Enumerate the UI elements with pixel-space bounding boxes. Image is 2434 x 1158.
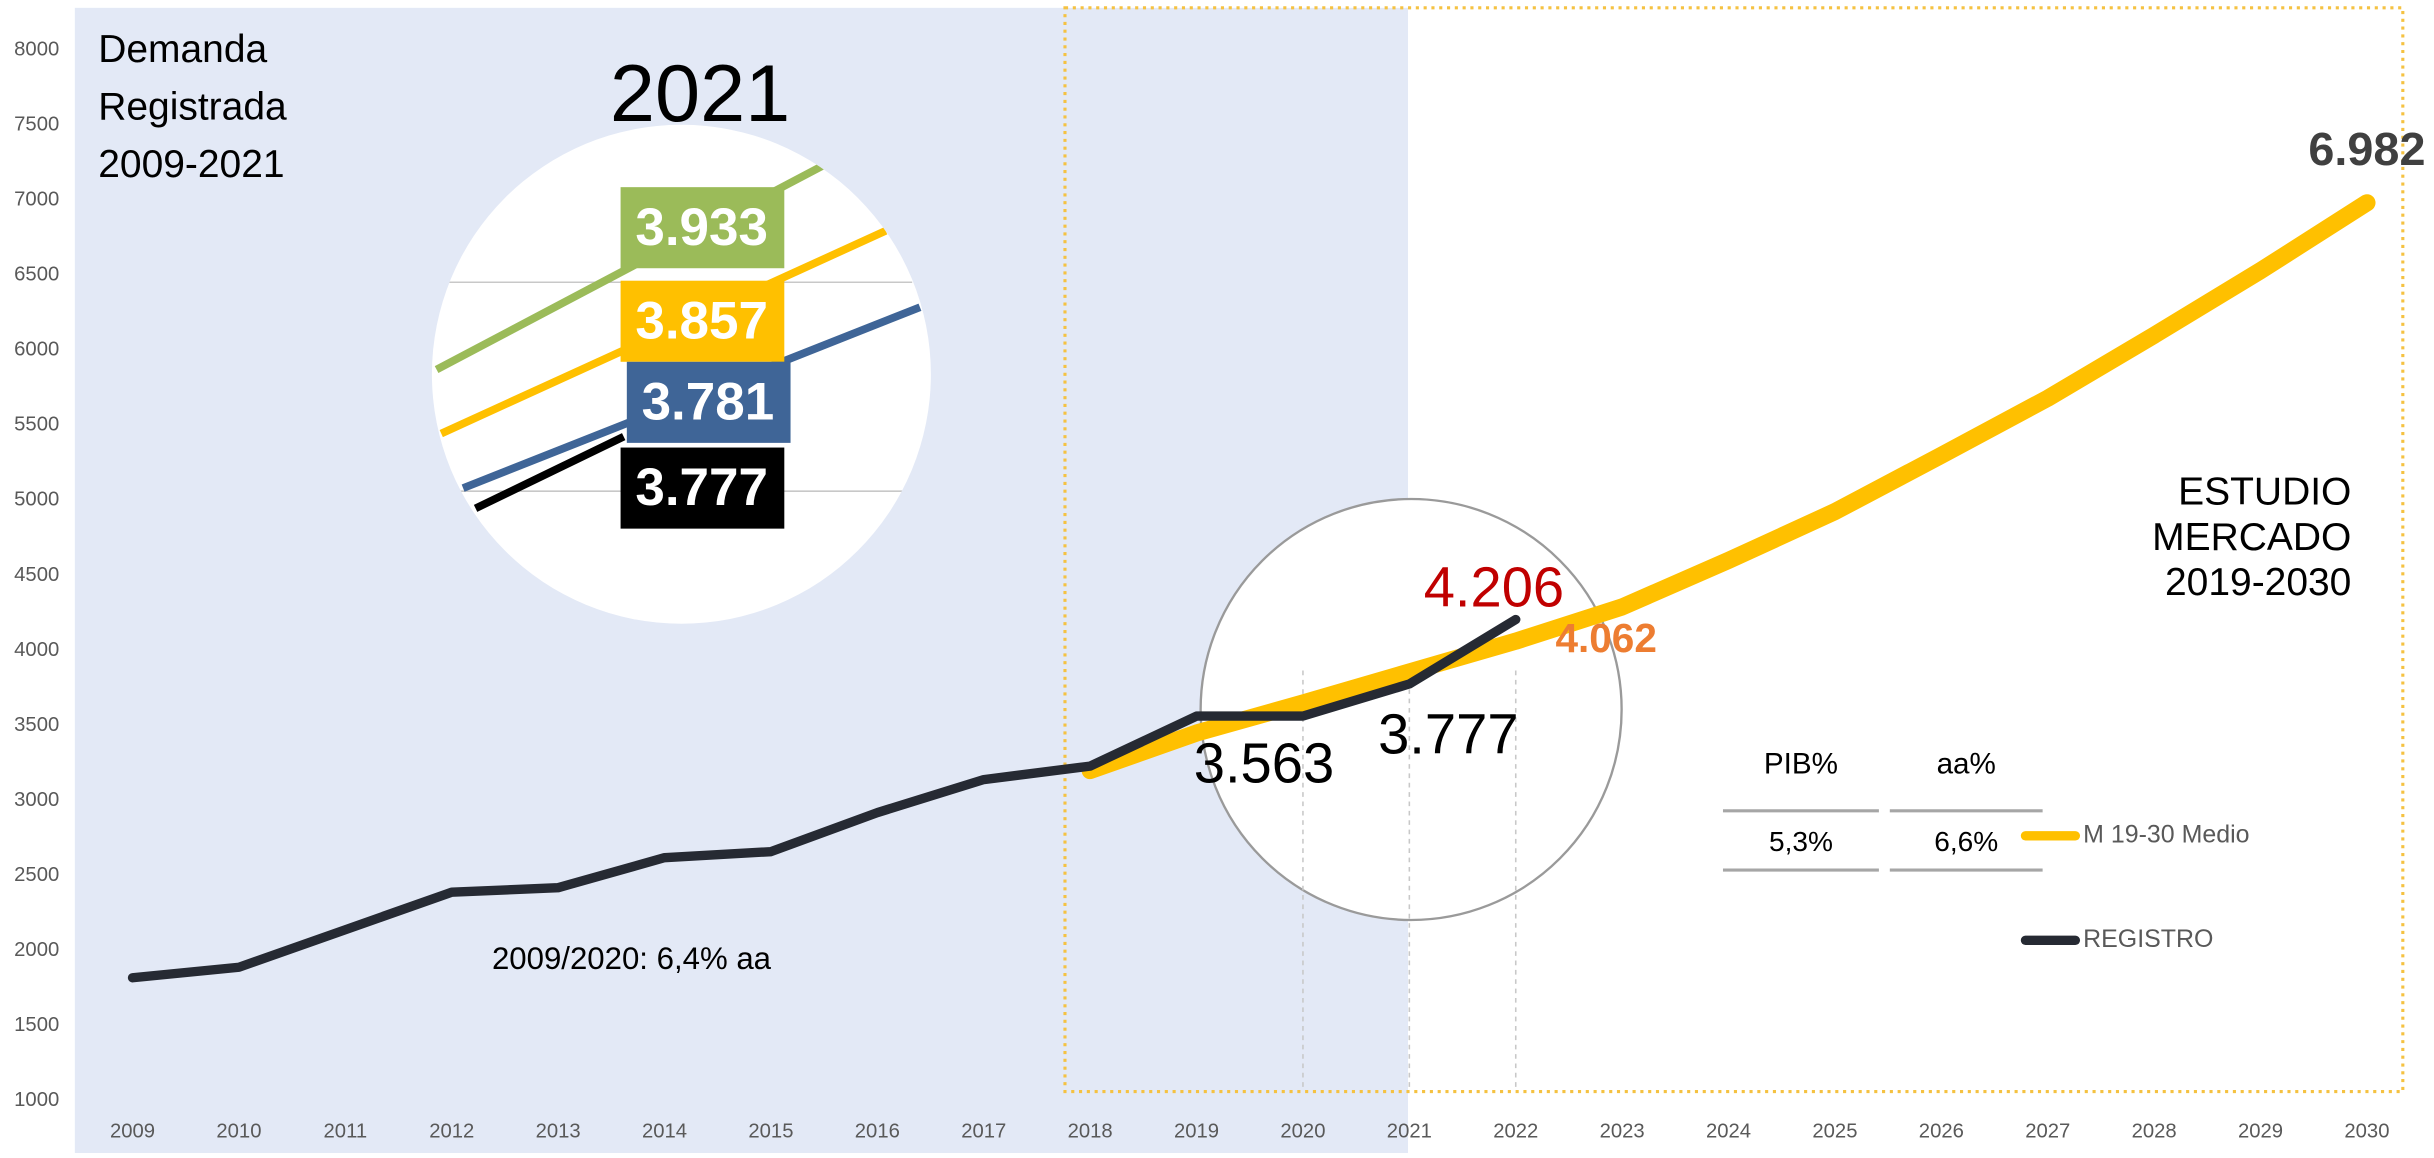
y-tick-label: 4500 [14,564,59,586]
x-tick-label: 2011 [324,1120,368,1142]
x-tick-label: 2026 [1919,1120,1964,1142]
inset-title: 2021 [610,49,790,139]
y-tick-label: 7000 [14,188,59,210]
y-tick-label: 5500 [14,414,59,436]
y-tick-label: 1000 [14,1089,59,1111]
x-tick-label: 2010 [216,1120,261,1142]
inset-box [620,187,785,269]
table-cell: 5,3% [1769,826,1833,857]
y-tick-label: 6000 [14,339,59,361]
x-tick-label: 2019 [1174,1120,1219,1142]
y-tick-label: 3000 [14,789,59,811]
inset-box [620,280,785,362]
x-tick-label: 2016 [855,1120,900,1142]
x-tick-label: 2023 [1600,1120,1645,1142]
x-tick-label: 2012 [429,1120,474,1142]
inset-box [620,447,785,529]
data-label: 6.982 [2308,123,2425,175]
x-tick-label: 2018 [1068,1120,1113,1142]
y-tick-label: 6500 [14,263,59,285]
table-cell: 6,6% [1934,826,1998,857]
y-tick-label: 4000 [14,639,59,661]
y-tick-label: 2000 [14,939,59,961]
forecast-frame [1063,6,2405,1094]
data-label: 3.777 [1378,702,1518,765]
y-tick-label: 3500 [14,714,59,736]
inset-label: 3.777 [635,458,768,517]
series-line [127,614,1521,983]
x-tick-label: 2022 [1493,1120,1538,1142]
right-title: ESTUDIO [2178,471,2351,514]
legend-label: M 19-30 Medio [2083,820,2249,848]
x-tick-label: 2013 [536,1120,581,1142]
x-tick-label: 2014 [642,1120,687,1142]
left-title: Demanda [98,28,267,71]
x-tick-label: 2009 [110,1120,155,1142]
inset-label: 3.933 [635,198,768,257]
x-tick-label: 2030 [2344,1120,2389,1142]
y-tick-label: 5000 [14,489,59,511]
growth-note: 2009/2020: 6,4% aa [492,941,772,976]
data-label: 4.206 [1424,555,1564,618]
x-tick-label: 2028 [2132,1120,2177,1142]
y-tick-label: 2500 [14,864,59,886]
inset-box [626,361,791,443]
series-line [1081,194,2376,780]
legend-label: REGISTRO [2083,925,2213,953]
x-tick-label: 2025 [1812,1120,1857,1142]
x-tick-label: 2021 [1387,1120,1432,1142]
left-title: Registrada [98,85,287,128]
x-tick-label: 2020 [1280,1120,1325,1142]
left-title: 2009-2021 [98,143,284,186]
table-header: PIB% [1764,747,1838,780]
data-label: 4.062 [1555,615,1656,661]
right-title: MERCADO [2152,516,2351,559]
x-tick-label: 2029 [2238,1120,2283,1142]
y-tick-label: 1500 [14,1014,59,1036]
data-label: 3.563 [1194,731,1334,794]
x-tick-label: 2015 [748,1120,793,1142]
x-tick-label: 2017 [961,1120,1006,1142]
inset-label: 3.857 [635,291,768,350]
right-title: 2019-2030 [2165,561,2351,604]
table-header: aa% [1937,747,1996,780]
inset-line [473,433,626,512]
x-tick-label: 2024 [1706,1120,1751,1142]
y-tick-label: 8000 [14,38,59,60]
y-tick-label: 7500 [14,113,59,135]
inset-label: 3.781 [642,372,775,431]
x-tick-label: 2027 [2025,1120,2070,1142]
